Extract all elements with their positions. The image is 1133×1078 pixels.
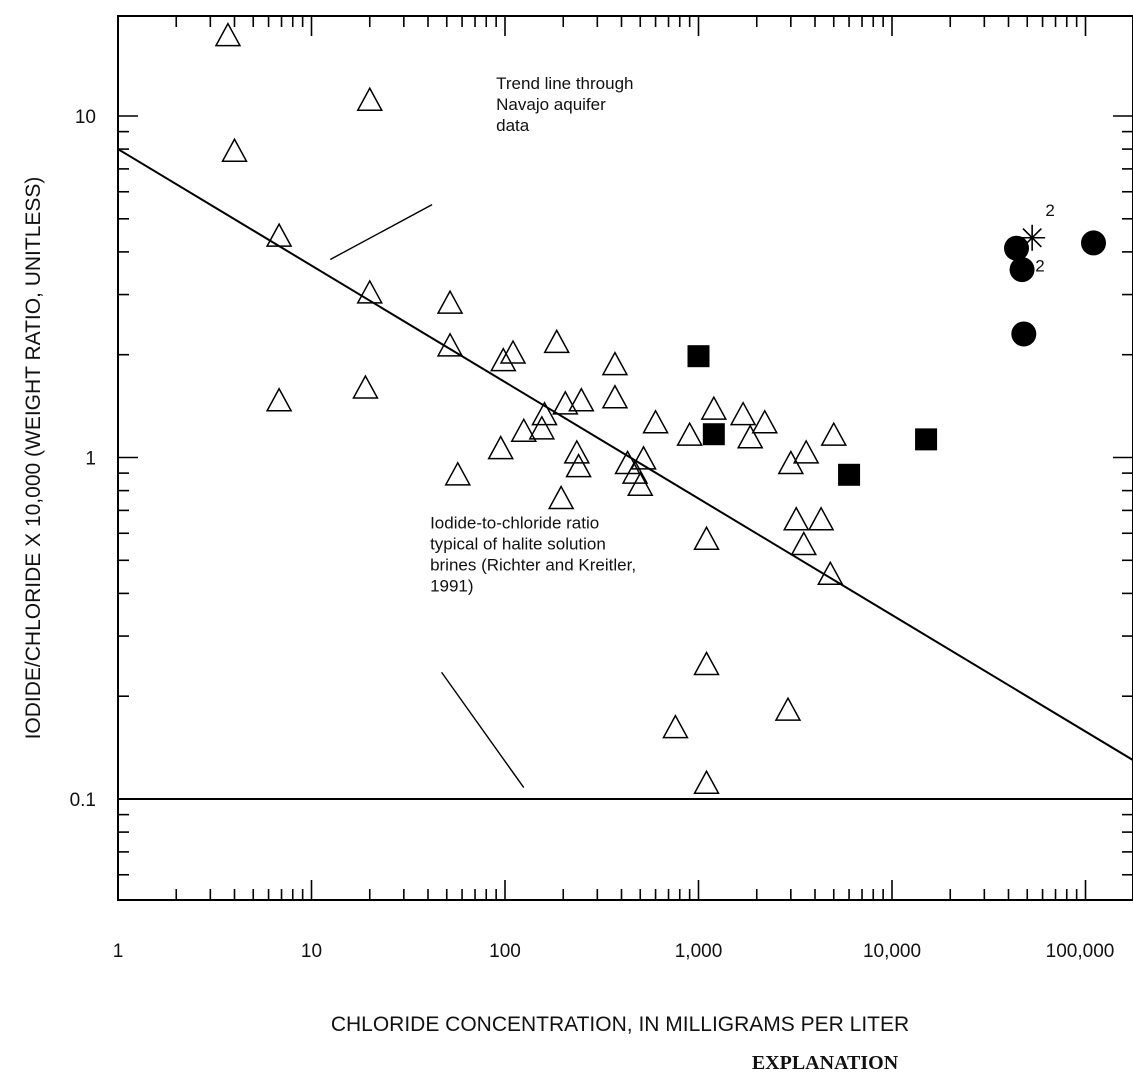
annotation-text: Iodide-to-chloride ratio typical of halit… xyxy=(430,513,636,595)
triangle-point xyxy=(356,86,384,111)
triangle-point xyxy=(568,387,595,412)
triangle-point xyxy=(626,471,654,497)
triangle-point xyxy=(774,696,802,721)
data-points xyxy=(214,22,1107,794)
triangle-point xyxy=(601,351,629,376)
triangle-point xyxy=(792,439,820,464)
triangle-point xyxy=(490,347,517,372)
square-point xyxy=(702,423,725,446)
y-tick-labels: 0.1 1 10 xyxy=(70,107,96,811)
triangle-point xyxy=(693,769,720,794)
point-label: 2 xyxy=(1035,257,1044,276)
triangle-point xyxy=(782,506,810,531)
triangle-point xyxy=(736,424,764,449)
triangle-point xyxy=(444,461,472,486)
triangle-point xyxy=(352,374,379,399)
triangle-point xyxy=(547,484,575,510)
x-axis-title: CHLORIDE CONCENTRATION, IN MILLIGRAMS PE… xyxy=(331,1013,909,1036)
triangle-point xyxy=(729,401,757,426)
triangle-point xyxy=(356,279,384,304)
triangle-point xyxy=(693,525,720,550)
triangle-point xyxy=(510,417,538,443)
triangle-point xyxy=(563,439,591,464)
triangle-point xyxy=(565,453,592,478)
annotation-line: Iodide-to-chloride ratio xyxy=(430,513,599,532)
annotation-line: 1991) xyxy=(430,576,473,595)
triangle-point xyxy=(265,387,293,412)
annotation-text: Trend line through Navajo aquifer data xyxy=(496,74,633,135)
circle-point xyxy=(1081,230,1107,256)
triangle-point xyxy=(662,714,689,739)
triangle-point xyxy=(820,421,848,446)
triangle-point xyxy=(630,445,657,470)
triangle-point xyxy=(214,22,242,47)
annotation-line: brines (Richter and Kreitler, xyxy=(430,555,636,574)
point-label: 2 xyxy=(1045,201,1054,220)
triangle-point xyxy=(601,384,629,409)
triangle-point xyxy=(487,435,514,460)
circle-point xyxy=(1009,257,1035,283)
triangle-point xyxy=(531,401,558,426)
annotation-line: typical of halite solution xyxy=(430,534,606,553)
y-tick-label: 1 xyxy=(85,449,96,470)
x-tick-label: 10,000 xyxy=(863,941,921,962)
square-point xyxy=(687,345,710,368)
x-tick-label: 1,000 xyxy=(675,941,723,962)
triangle-point xyxy=(676,421,703,446)
annotations: Trend line through Navajo aquifer data Iodi… xyxy=(329,74,636,788)
annotation-line: Navajo aquifer xyxy=(496,95,606,114)
y-tick-label: 0.1 xyxy=(70,790,96,811)
triangle-point xyxy=(265,222,293,247)
circle-point xyxy=(1011,321,1037,347)
triangle-point xyxy=(700,395,728,420)
annotation-leader xyxy=(329,204,433,261)
triangle-point xyxy=(790,530,818,556)
axis-ticks xyxy=(117,16,1133,900)
square-point xyxy=(838,463,861,486)
x-tick-label: 10 xyxy=(301,941,322,962)
plot-frame xyxy=(117,15,1133,901)
point-labels: 22 xyxy=(1035,201,1055,276)
triangle-point xyxy=(807,506,835,531)
triangle-point xyxy=(436,289,464,314)
annotation-line: data xyxy=(496,116,530,135)
x-tick-labels: 1 10 100 1,000 10,000 100,000 xyxy=(113,941,1115,962)
asterisk-point xyxy=(1019,224,1046,251)
explanation-heading: EXPLANATION xyxy=(752,1052,899,1074)
triangle-point xyxy=(499,339,527,364)
circle-point xyxy=(1004,235,1030,261)
triangle-point xyxy=(552,390,579,415)
triangle-point xyxy=(642,409,669,434)
triangle-point xyxy=(817,560,844,586)
x-tick-label: 100 xyxy=(489,941,521,962)
square-point xyxy=(915,428,938,451)
annotation-line: Trend line through xyxy=(496,74,633,93)
triangle-point xyxy=(221,137,248,162)
y-axis-title: IODIDE/CHLORIDE X 10,000 (WEIGHT RATIO, … xyxy=(22,177,45,740)
asterisk-stroke xyxy=(1022,228,1042,248)
triangle-point xyxy=(693,650,720,676)
y-tick-label: 10 xyxy=(75,107,96,128)
triangle-point xyxy=(543,328,570,354)
triangle-point xyxy=(528,415,556,440)
annotation-leader xyxy=(440,671,525,788)
triangle-point xyxy=(751,409,779,434)
triangle-point xyxy=(436,332,464,357)
x-tick-label: 100,000 xyxy=(1046,941,1115,962)
x-tick-label: 1 xyxy=(113,941,124,962)
